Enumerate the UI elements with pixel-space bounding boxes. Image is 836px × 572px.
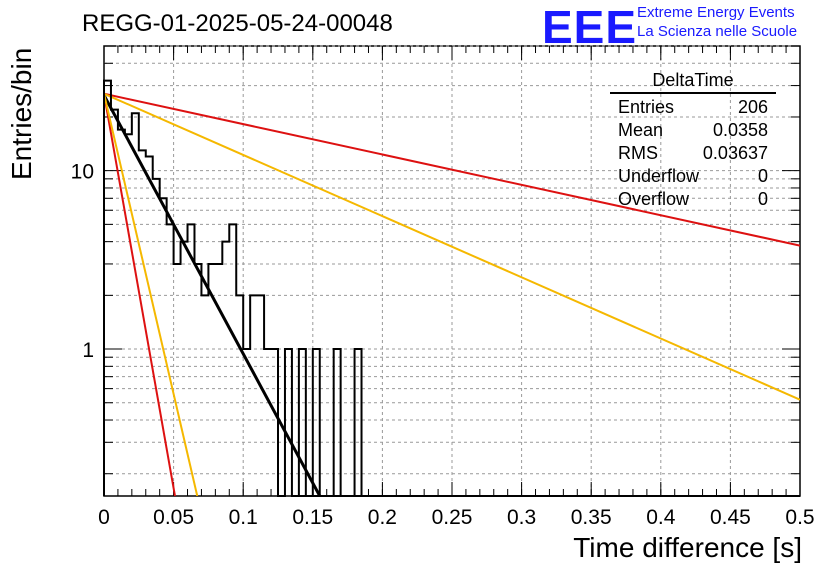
run-title: REGG-01-2025-05-24-00048 <box>82 10 393 37</box>
x-tick-label: 0.05 <box>153 506 194 529</box>
stats-label: Mean <box>618 120 664 140</box>
x-tick-label: 0.2 <box>368 506 397 529</box>
histogram-bars <box>103 79 800 497</box>
fit-line <box>104 94 322 496</box>
x-tick-label: 0.3 <box>507 506 536 529</box>
y-tick-label: 10 <box>71 161 94 184</box>
fit-line <box>104 92 800 247</box>
fit-line <box>104 92 800 401</box>
y-axis-label: Entries/bin <box>6 47 37 180</box>
histogram-outline <box>103 79 800 497</box>
histogram-bar <box>311 348 321 496</box>
stats-box: DeltaTime Entries 206 Mean 0.0358 RMS 0.… <box>610 70 776 211</box>
x-tick-label: 0 <box>98 506 110 529</box>
stats-value: 206 <box>737 97 768 117</box>
x-tick-label: 0.5 <box>785 506 814 529</box>
fit-line <box>104 93 176 496</box>
stats-label: Overflow <box>618 189 690 209</box>
logo-line-1: Extreme Energy Events <box>637 4 795 21</box>
stats-row-underflow: Underflow 0 <box>610 165 776 188</box>
stats-label: Entries <box>618 97 675 117</box>
stats-row-overflow: Overflow 0 <box>610 188 776 211</box>
x-tick-label: 0.25 <box>432 506 473 529</box>
stats-value: 0 <box>757 189 768 209</box>
stats-title: DeltaTime <box>610 70 776 94</box>
x-tick-label: 0.1 <box>229 506 258 529</box>
stats-row-entries: Entries 206 <box>610 96 776 119</box>
grid-lines <box>104 45 800 496</box>
stats-row-mean: Mean 0.0358 <box>610 119 776 142</box>
stats-row-rms: RMS 0.03637 <box>610 142 776 165</box>
fit-lines <box>104 92 800 496</box>
x-tick-label: 0.35 <box>571 506 612 529</box>
x-axis-label: Time difference [s] <box>573 532 802 563</box>
x-tick-label: 0.4 <box>646 506 676 529</box>
logo-line-2: La Scienza nelle Scuole <box>637 23 798 40</box>
histogram-bar <box>297 348 307 496</box>
stats-label: RMS <box>618 143 658 163</box>
stats-value: 0.03637 <box>702 143 768 163</box>
x-tick-label: 0.45 <box>710 506 751 529</box>
stats-value: 0 <box>757 166 768 186</box>
stats-label: Underflow <box>618 166 700 186</box>
tick-labels: 0 0.05 0.1 0.15 0.2 0.25 0.3 0.35 0.4 0.45 0.5 1 10 <box>71 161 815 529</box>
stats-value: 0.0358 <box>712 120 768 140</box>
histogram-bar <box>332 348 342 496</box>
eee-logo: EEE <box>542 1 638 53</box>
histogram-bar <box>353 348 363 496</box>
fit-line <box>104 93 199 496</box>
y-tick-label: 1 <box>82 339 94 362</box>
x-tick-label: 0.15 <box>292 506 333 529</box>
